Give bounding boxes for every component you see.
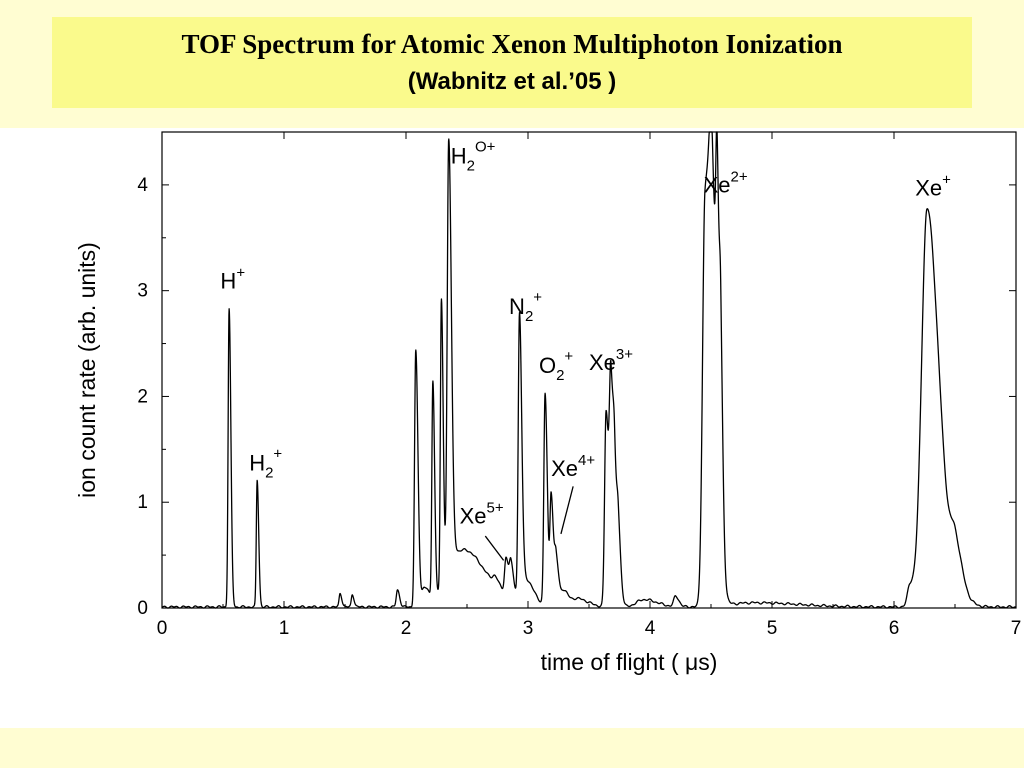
peak-label: Xe3+ xyxy=(589,346,633,375)
y-tick-label: 3 xyxy=(137,281,148,302)
peak-label: H+ xyxy=(220,265,245,294)
peak-label: N2+ xyxy=(509,289,542,325)
x-tick-label: 1 xyxy=(279,618,290,639)
peak-label: H2O+ xyxy=(451,139,496,175)
x-axis-label: time of flight ( μs) xyxy=(541,649,718,675)
peak-label: H2+ xyxy=(249,445,282,481)
x-tick-label: 2 xyxy=(401,618,412,639)
y-tick-label: 0 xyxy=(137,598,148,619)
peak-label: Xe+ xyxy=(915,171,951,200)
x-tick-label: 3 xyxy=(523,618,534,639)
slide-title: TOF Spectrum for Atomic Xenon Multiphoto… xyxy=(181,29,843,59)
x-tick-label: 4 xyxy=(645,618,656,639)
x-tick-label: 0 xyxy=(157,618,168,639)
spectrum-trace xyxy=(161,131,1017,609)
title-box: TOF Spectrum for Atomic Xenon Multiphoto… xyxy=(52,17,972,108)
y-tick-label: 1 xyxy=(137,492,148,513)
peak-label: Xe2+ xyxy=(704,168,748,197)
footer-band xyxy=(0,728,1024,768)
peak-label: Xe5+ xyxy=(460,499,504,528)
slide-citation: (Wabnitz et al.’05 ) xyxy=(407,68,617,95)
peak-label: O2+ xyxy=(539,348,573,384)
x-tick-label: 7 xyxy=(1011,618,1022,639)
x-tick-label: 6 xyxy=(889,618,900,639)
pointer-line xyxy=(560,486,574,535)
tof-spectrum-chart: 0 1 2 3 4 5 6 7 0 1 2 3 4 time of flight ( μs) ion cou… xyxy=(74,131,1022,675)
peak-label: Xe4+ xyxy=(551,452,595,481)
pointer-line xyxy=(484,535,505,561)
y-tick-label: 2 xyxy=(137,386,148,407)
y-axis-label: ion count rate (arb. units) xyxy=(74,242,100,498)
x-tick-label: 5 xyxy=(767,618,778,639)
chart-area: 0 1 2 3 4 5 6 7 0 1 2 3 4 time of flight ( μs) ion cou… xyxy=(0,128,1024,728)
y-tick-label: 4 xyxy=(137,175,148,196)
